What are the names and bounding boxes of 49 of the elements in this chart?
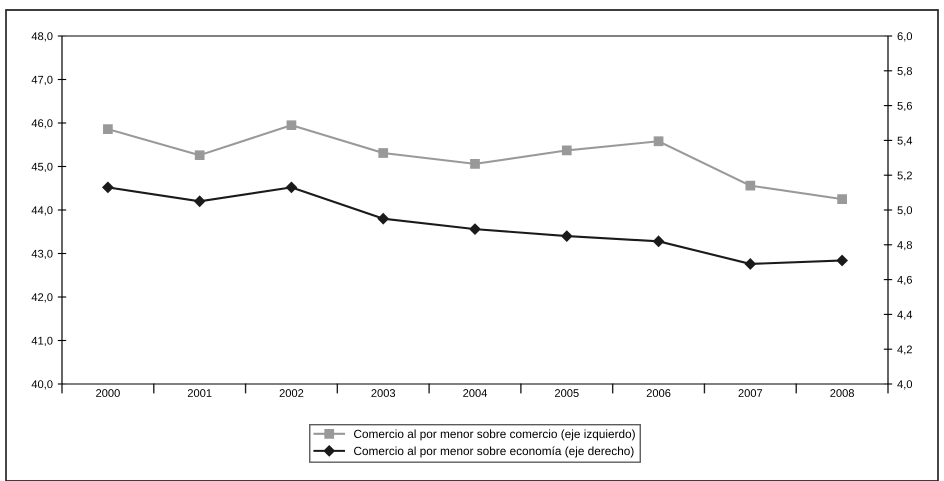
legend-label: Comercio al por menor sobre comercio (eje izquierdo) <box>354 429 635 440</box>
y-tick-label: 48,0 <box>32 32 53 42</box>
point <box>378 213 389 224</box>
y2-tick-label: 4,4 <box>897 310 912 320</box>
x-tick-label: 2000 <box>96 389 120 398</box>
y2-tick-label: 4,2 <box>897 345 912 355</box>
y-tick-label: 46,0 <box>32 119 53 128</box>
point <box>561 230 572 242</box>
point <box>378 148 388 158</box>
y2-tick-label: 5,8 <box>897 67 912 76</box>
point <box>469 224 481 235</box>
y2-tick-label: 4,8 <box>897 241 912 250</box>
point <box>470 159 480 169</box>
x-tick-label: 2001 <box>188 389 212 398</box>
point <box>652 236 664 247</box>
point <box>745 180 756 190</box>
y-tick-label: 40,0 <box>32 380 53 390</box>
point <box>103 124 113 134</box>
y2-tick-label: 4,6 <box>897 276 912 286</box>
x-tick-label: 2008 <box>830 389 854 398</box>
point <box>286 120 296 130</box>
y2-tick-label: 4,0 <box>897 380 912 390</box>
point <box>286 182 298 193</box>
y-tick-label: 43,0 <box>32 250 53 259</box>
y-tick-label: 47,0 <box>32 76 53 85</box>
x-tick-label: 2005 <box>554 389 579 398</box>
x-tick-label: 2004 <box>463 389 488 398</box>
x-tick-label: 2002 <box>280 389 304 398</box>
point <box>562 146 572 156</box>
point <box>102 182 114 193</box>
y2-tick-label: 5,4 <box>897 136 912 146</box>
point <box>837 194 847 204</box>
y2-tick-label: 5,0 <box>897 206 912 216</box>
y-tick-label: 44,0 <box>32 206 53 216</box>
point <box>654 136 664 146</box>
legend-label: Comercio al por menor sobre economía (eje derecho) <box>354 446 634 458</box>
y-tick-label: 41,0 <box>32 336 53 346</box>
x-tick-label: 2007 <box>738 389 762 398</box>
x-tick-label: 2006 <box>646 389 670 398</box>
point <box>744 258 756 270</box>
y2-tick-label: 5,6 <box>897 102 912 112</box>
y2-tick-label: 5,2 <box>897 171 912 181</box>
point <box>194 196 206 207</box>
y2-tick-label: 6,0 <box>898 32 912 42</box>
point <box>836 254 848 266</box>
y-tick-label: 45,0 <box>32 162 53 172</box>
x-tick-label: 2003 <box>371 389 396 398</box>
y-tick-label: 42,0 <box>32 293 53 302</box>
point <box>194 150 205 160</box>
